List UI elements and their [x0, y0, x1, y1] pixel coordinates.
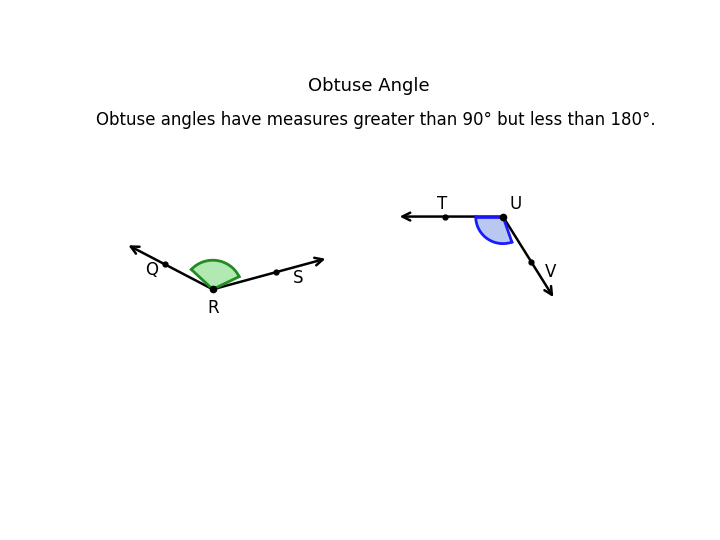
Text: S: S — [293, 269, 304, 287]
Text: U: U — [509, 195, 521, 213]
Polygon shape — [476, 217, 512, 244]
Text: R: R — [207, 299, 219, 317]
Polygon shape — [192, 260, 239, 289]
Text: V: V — [545, 263, 557, 281]
Text: T: T — [437, 195, 447, 213]
Text: Obtuse Angle: Obtuse Angle — [308, 77, 430, 95]
Text: Q: Q — [145, 261, 158, 279]
Text: Obtuse angles have measures greater than 90° but less than 180°.: Obtuse angles have measures greater than… — [96, 111, 655, 129]
